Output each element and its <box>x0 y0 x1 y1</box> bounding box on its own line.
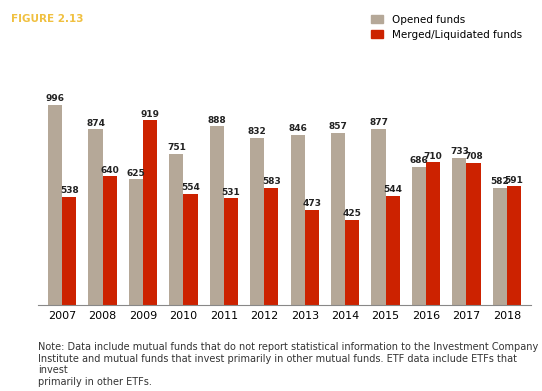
Text: 425: 425 <box>343 209 362 218</box>
Text: 531: 531 <box>222 188 240 197</box>
Text: FIGURE 2.13: FIGURE 2.13 <box>11 14 83 24</box>
Text: 583: 583 <box>262 177 281 186</box>
Bar <box>371 129 385 305</box>
Bar <box>250 138 264 305</box>
Text: 544: 544 <box>383 185 402 194</box>
Bar <box>184 194 198 305</box>
Bar <box>88 129 102 305</box>
Text: 554: 554 <box>181 183 200 192</box>
Bar <box>143 120 157 305</box>
Text: 538: 538 <box>60 186 79 195</box>
Bar <box>291 135 305 305</box>
Text: 888: 888 <box>208 116 226 125</box>
Text: 832: 832 <box>248 127 267 136</box>
Legend: Opened funds, Merged/Liquidated funds: Opened funds, Merged/Liquidated funds <box>366 11 526 44</box>
Text: 708: 708 <box>464 152 483 161</box>
Bar <box>48 105 62 305</box>
Text: 686: 686 <box>410 156 428 165</box>
Text: 591: 591 <box>505 176 524 185</box>
Text: 846: 846 <box>288 124 307 133</box>
Bar <box>412 167 426 305</box>
Bar <box>305 210 319 305</box>
Text: Number of Mutual Funds and ETFs Entering and Leaving the Industry: Number of Mutual Funds and ETFs Entering… <box>11 41 470 54</box>
Bar <box>169 154 184 305</box>
Text: 919: 919 <box>140 109 160 118</box>
Text: Note: Data include mutual funds that do not report statistical information to th: Note: Data include mutual funds that do … <box>38 342 538 387</box>
Bar <box>426 162 440 305</box>
Bar <box>493 188 507 305</box>
Text: 710: 710 <box>424 152 442 161</box>
Bar <box>385 196 400 305</box>
Bar <box>507 186 521 305</box>
Bar <box>453 158 467 305</box>
Text: 877: 877 <box>369 118 388 127</box>
Text: 996: 996 <box>46 94 64 103</box>
Text: 857: 857 <box>328 122 347 131</box>
Bar <box>62 197 76 305</box>
Bar <box>264 188 279 305</box>
Bar <box>210 126 224 305</box>
Text: 874: 874 <box>86 118 105 127</box>
Bar <box>467 163 481 305</box>
Bar <box>224 198 238 305</box>
Text: 751: 751 <box>167 143 186 152</box>
Bar <box>129 179 143 305</box>
Bar <box>102 176 117 305</box>
Text: 625: 625 <box>127 169 145 178</box>
Text: 473: 473 <box>302 199 321 208</box>
Text: 640: 640 <box>100 166 119 175</box>
Text: 733: 733 <box>450 147 469 156</box>
Bar <box>331 133 345 305</box>
Bar <box>345 219 359 305</box>
Text: 582: 582 <box>491 178 509 187</box>
